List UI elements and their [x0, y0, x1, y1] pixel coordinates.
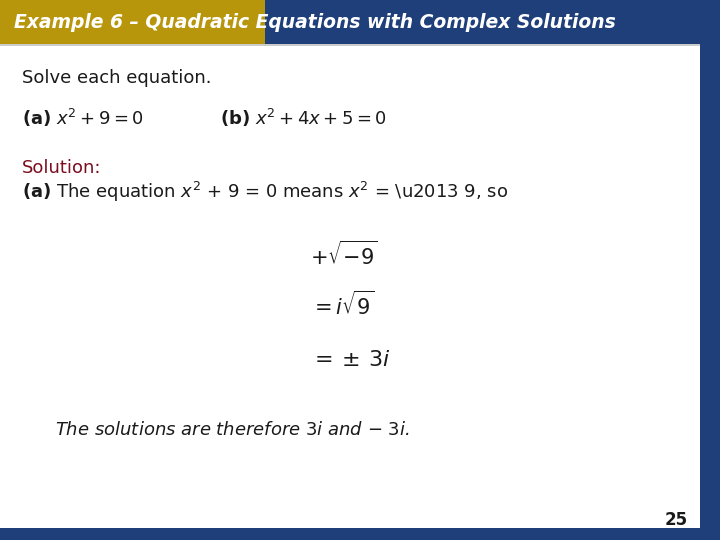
Text: $\mathbf{(a)}$ The equation $x^2$ + 9 = 0 means $x^2$ = \u2013 9, so: $\mathbf{(a)}$ The equation $x^2$ + 9 = …: [22, 180, 508, 204]
Text: $= \pm\,3i$: $= \pm\,3i$: [310, 350, 390, 370]
Bar: [265, 0, 700, 44]
Text: $= i\sqrt{9}$: $= i\sqrt{9}$: [310, 291, 374, 319]
Bar: [0, 0, 265, 44]
Text: Solve each equation.: Solve each equation.: [22, 69, 212, 87]
Text: Solution:: Solution:: [22, 159, 102, 177]
Bar: [700, 0, 720, 540]
Bar: [0, 44, 700, 46]
Text: The solutions are therefore $3i$ and $-$ $3i$.: The solutions are therefore $3i$ and $-$…: [55, 421, 410, 439]
Bar: [0, 528, 700, 540]
Text: Example 6 – Quadratic Equations with Complex Solutions: Example 6 – Quadratic Equations with Com…: [14, 12, 616, 31]
Text: $\mathbf{(b)}$ $x^2 + 4x + 5 = 0$: $\mathbf{(b)}$ $x^2 + 4x + 5 = 0$: [220, 107, 387, 129]
Text: 25: 25: [665, 511, 688, 529]
Text: $\mathbf{(a)}$ $x^2 + 9 = 0$: $\mathbf{(a)}$ $x^2 + 9 = 0$: [22, 107, 144, 129]
Text: $+\sqrt{-9}$: $+\sqrt{-9}$: [310, 241, 378, 269]
